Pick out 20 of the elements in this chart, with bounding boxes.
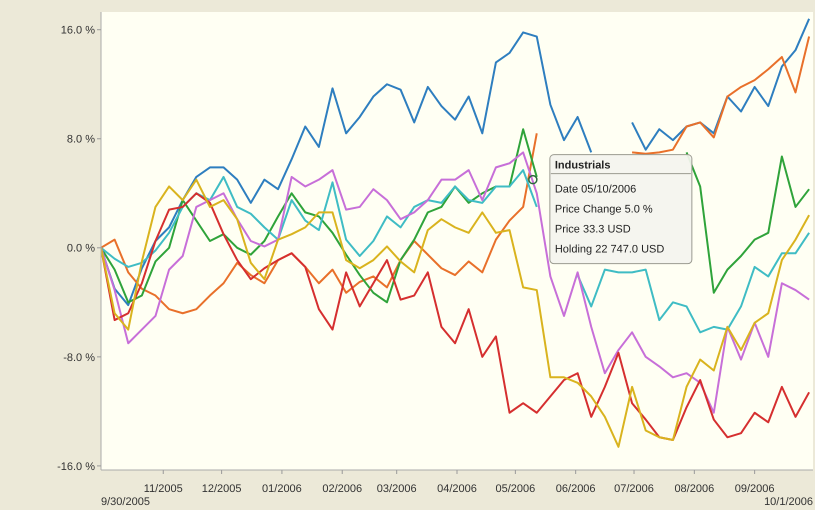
x-tick-label: 06/2006 <box>556 482 596 495</box>
x-tick-label: 11/2005 <box>144 482 183 495</box>
y-tick-label: 16.0 % <box>60 24 96 37</box>
x-tick-label: 01/2006 <box>262 482 302 495</box>
y-tick-label: -16.0 % <box>57 460 96 473</box>
y-tick-label: 0.0 % <box>66 242 96 255</box>
text: 10/1/2006 <box>764 496 813 509</box>
x-tick-label: 09/2006 <box>734 482 775 495</box>
x-tick-label: 07/2006 <box>614 482 654 495</box>
line-series <box>101 151 810 414</box>
x-tick-label: 04/2006 <box>437 482 477 495</box>
x-tick-label: 02/2006 <box>322 482 362 495</box>
text: 9/30/2005 <box>101 496 150 509</box>
annotation: Industrials Date 05/10/2006 Price Change 5.0 % Price 33.3 USD Holding 22 747.0 USD <box>554 160 664 256</box>
x-tick-label: 12/2005 <box>202 482 242 495</box>
x-tick-label: 03/2006 <box>376 482 417 495</box>
x-tick-label: 08/2006 <box>674 482 714 495</box>
y-tick-label: -8.0 % <box>63 352 96 364</box>
x-tick-label: 05/2006 <box>495 482 536 495</box>
y-tick-label: 8.0 % <box>66 134 96 146</box>
